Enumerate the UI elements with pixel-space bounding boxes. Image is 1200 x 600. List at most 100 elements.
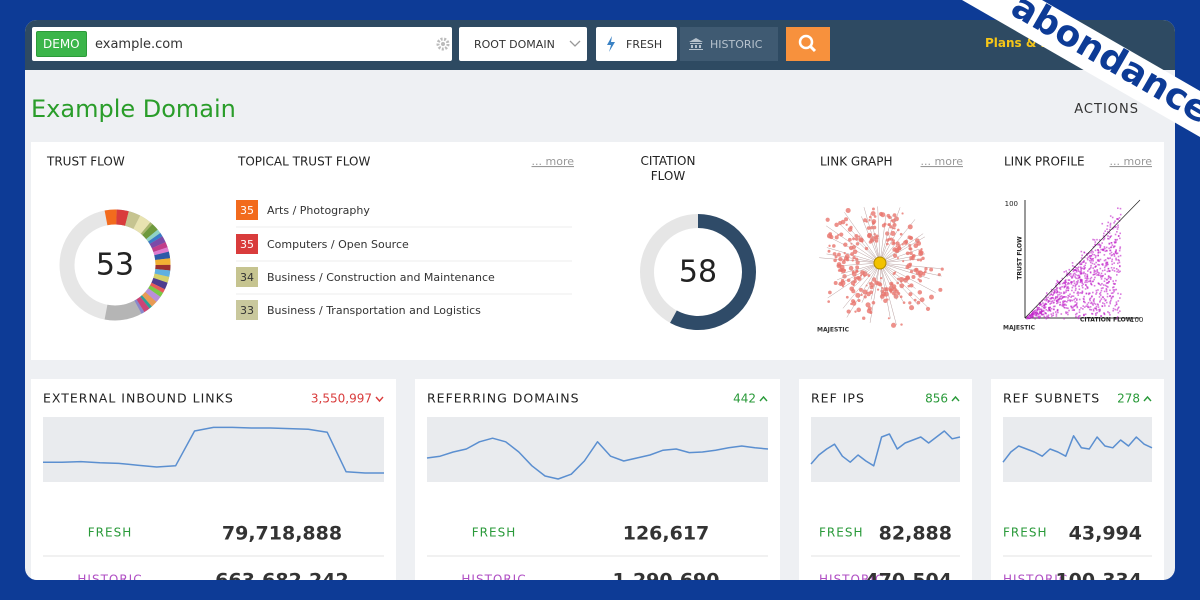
historic-label: HISTORIC	[710, 37, 763, 51]
profile-point	[1067, 285, 1069, 288]
profile-point	[1079, 315, 1081, 317]
graph-node	[938, 287, 943, 292]
profile-point	[1058, 298, 1060, 301]
graph-node	[857, 235, 861, 238]
profile-point	[1115, 288, 1118, 291]
profile-point	[1059, 283, 1061, 285]
profile-point	[1105, 287, 1108, 290]
profile-point	[1039, 304, 1042, 306]
profile-point	[1084, 273, 1087, 275]
profile-point	[1089, 308, 1091, 311]
profile-point	[1056, 289, 1058, 291]
profile-point	[1093, 271, 1095, 273]
profile-point	[1086, 279, 1088, 282]
profile-point	[1042, 302, 1044, 304]
profile-point	[1111, 263, 1114, 266]
plans-link[interactable]: Plans & Pricing	[985, 36, 1088, 50]
profile-point	[1103, 246, 1106, 248]
graph-node	[846, 309, 851, 314]
graph-node	[844, 217, 849, 222]
profile-point	[1054, 311, 1057, 313]
profile-point	[1111, 227, 1114, 230]
profile-point	[1102, 302, 1104, 304]
profile-point	[1091, 258, 1094, 260]
profile-point	[1091, 313, 1094, 315]
graph-node	[871, 219, 877, 224]
graph-node	[909, 269, 914, 274]
historic-label: HISTORIC	[1003, 573, 1068, 581]
actions-menu[interactable]: ACTIONS	[1074, 101, 1139, 117]
profile-point	[1106, 225, 1109, 227]
profile-point	[1054, 289, 1057, 291]
profile-point	[1109, 249, 1112, 252]
profile-point	[1102, 284, 1105, 286]
profile-point	[1067, 307, 1069, 310]
graph-node	[908, 246, 912, 251]
profile-point	[1028, 314, 1031, 317]
graph-node	[846, 278, 851, 283]
profile-point	[1091, 280, 1094, 283]
profile-point	[1089, 297, 1092, 300]
profile-point	[1100, 276, 1102, 278]
graph-node	[834, 222, 839, 228]
scope-select[interactable]: ROOT DOMAIN	[459, 27, 587, 61]
topic-segment	[150, 282, 165, 293]
graph-node	[896, 277, 900, 281]
profile-point	[1097, 306, 1100, 308]
profile-point	[1052, 305, 1055, 308]
profile-point	[1083, 271, 1085, 274]
citation-flow-arc	[670, 214, 756, 330]
metric-card: REFERRING DOMAINS 442 FRESH 126,617 HISTORIC…	[415, 379, 780, 580]
profile-point	[1092, 246, 1095, 248]
profile-point	[1043, 304, 1046, 307]
profile-point	[1086, 303, 1089, 306]
historic-label: HISTORIC	[819, 573, 884, 581]
profile-point	[1109, 257, 1111, 259]
profile-point	[1044, 312, 1047, 314]
profile-point	[1097, 250, 1100, 252]
profile-point	[1087, 256, 1090, 258]
graph-node	[902, 301, 906, 304]
graph-node	[885, 231, 890, 236]
profile-point	[1116, 230, 1118, 233]
profile-point	[1057, 298, 1060, 301]
profile-point	[1054, 305, 1056, 308]
profile-point	[1093, 278, 1095, 281]
sparkline-area	[811, 417, 960, 482]
graph-node	[892, 222, 897, 228]
graph-node	[917, 290, 923, 295]
profile-point	[1115, 279, 1117, 282]
settings-icon[interactable]	[436, 37, 450, 51]
search-input[interactable]: DEMO example.com	[32, 27, 452, 61]
profile-point	[1084, 266, 1086, 269]
search-button[interactable]	[786, 27, 830, 61]
topic-segment	[148, 285, 164, 297]
graph-node	[858, 287, 863, 292]
graph-node	[940, 267, 944, 271]
profile-point	[1097, 289, 1099, 291]
profile-point	[1093, 239, 1096, 241]
topic-badge	[236, 200, 258, 220]
metric-card: REF SUBNETS 278 FRESH 43,994 HISTORIC100,334	[991, 379, 1164, 580]
historic-button[interactable]: HISTORIC	[680, 27, 778, 61]
profile-point	[1086, 258, 1089, 261]
graph-node	[924, 267, 928, 271]
graph-node	[918, 251, 924, 257]
profile-point	[1070, 283, 1073, 285]
graph-node	[896, 281, 899, 285]
graph-node	[929, 267, 934, 272]
profile-point	[1061, 297, 1063, 299]
profile-point	[1047, 296, 1050, 299]
metric-graphics: REF SUBNETS 278 FRESH 43,994 HISTORIC100,334	[1002, 391, 1153, 581]
profile-point	[1102, 287, 1104, 289]
profile-point	[1084, 264, 1086, 267]
metric-graphics: REFERRING DOMAINS 442 FRESH 126,617 HISTORIC…	[426, 391, 769, 580]
profile-point	[1094, 243, 1096, 246]
graph-node	[851, 259, 854, 262]
profile-point	[1086, 273, 1089, 276]
graph-node	[840, 280, 846, 286]
graph-node	[857, 298, 861, 303]
fresh-button[interactable]: FRESH	[596, 27, 677, 61]
profile-point	[1075, 270, 1078, 273]
profile-point	[1070, 296, 1072, 298]
